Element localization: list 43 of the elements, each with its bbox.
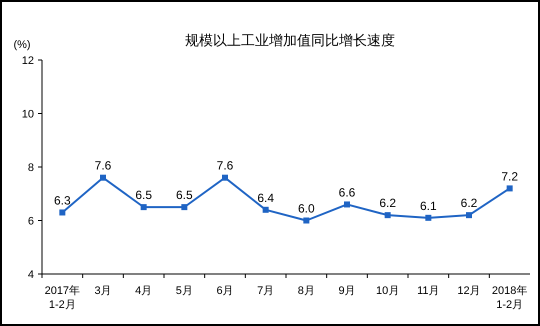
x-tick-label: 4月 <box>135 285 152 297</box>
point <box>262 206 269 213</box>
data-label: 7.2 <box>501 169 518 184</box>
point <box>466 212 472 218</box>
point <box>59 209 66 216</box>
data-label: 7.6 <box>94 158 112 173</box>
point <box>425 214 432 221</box>
data-label: 6.1 <box>420 198 437 213</box>
x-tick-label: 2018年 1-2月 <box>492 285 528 311</box>
data-label: 6.2 <box>460 196 478 210</box>
x-tick-label: 8月 <box>298 285 315 297</box>
point <box>344 201 350 208</box>
y-tick-label: 4 <box>28 269 34 281</box>
y-axis-title: (%) <box>13 39 31 51</box>
data-label: 6.4 <box>257 190 274 205</box>
y-tick-label: 12 <box>22 55 34 67</box>
chart-title: 规模以上工业增加值同比增长速度 <box>185 32 395 48</box>
data-label: 6.3 <box>54 193 71 208</box>
point <box>140 204 147 210</box>
data-label: 6.6 <box>338 185 356 200</box>
point <box>384 212 391 218</box>
y-tick-label: 10 <box>22 108 34 120</box>
point <box>506 185 513 192</box>
data-label: 6.0 <box>298 202 315 216</box>
point <box>303 218 310 224</box>
x-tick-label: 5月 <box>176 285 193 297</box>
x-tick-label: 6月 <box>216 285 234 297</box>
x-tick-label: 3月 <box>94 285 112 297</box>
point <box>222 174 228 181</box>
x-tick-label: 7月 <box>257 285 274 297</box>
x-tick-label: 10月 <box>376 285 400 297</box>
data-label: 6.5 <box>176 188 193 202</box>
x-tick-label: 2017年 1-2月 <box>44 285 80 311</box>
point <box>100 174 106 181</box>
point <box>181 204 188 210</box>
data-label: 6.2 <box>379 196 396 210</box>
x-tick-label: 11月 <box>417 285 440 297</box>
y-tick-label: 8 <box>28 162 34 174</box>
x-tick-label: 9月 <box>338 285 356 297</box>
y-tick-label: 6 <box>28 216 34 228</box>
data-label: 7.6 <box>216 158 234 173</box>
data-label: 6.5 <box>135 188 152 202</box>
x-tick-label: 12月 <box>457 285 481 297</box>
